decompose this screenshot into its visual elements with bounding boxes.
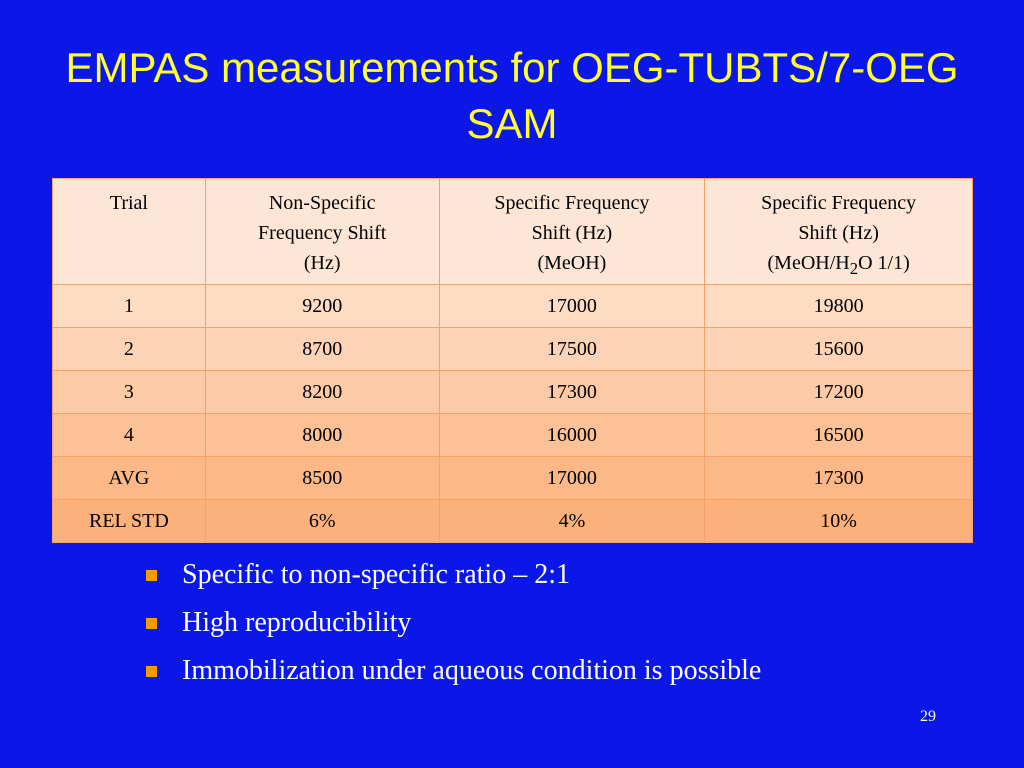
formula-after: O 1/1) [858,252,910,274]
cell-non-specific: 9200 [204,284,440,328]
cell-trial: REL STD [52,499,206,543]
header-line: (Hz) [303,252,341,274]
header-specific-shift-meoh-water: Specific Frequency Shift (Hz) (MeOH/H2O … [704,178,973,285]
cell-specific-meoh-water: 17300 [704,456,973,500]
table-row: 1 9200 17000 19800 [52,284,973,328]
table-row: 3 8200 17300 17200 [52,370,973,414]
bullet-text: Specific to non-specific ratio – 2:1 [182,559,570,590]
cell-non-specific: 8200 [204,370,440,414]
header-specific-shift-meoh: Specific Frequency Shift (Hz) (MeOH) [438,178,706,285]
header-line: (MeOH) [537,252,607,274]
cell-specific-meoh: 16000 [438,413,706,457]
square-bullet-icon [146,666,157,677]
cell-non-specific: 8500 [204,456,440,500]
header-line: Shift (Hz) [531,222,613,244]
header-line: Non-Specific [268,192,376,214]
header-line: Shift (Hz) [798,222,879,244]
square-bullet-icon [146,618,157,629]
cell-specific-meoh: 17500 [438,327,706,371]
bullet-item: Specific to non-specific ratio – 2:1 [146,555,761,603]
cell-specific-meoh: 4% [438,499,706,543]
header-line: Trial [109,192,148,214]
header-line-formula: (MeOH/H2O 1/1) [705,248,972,284]
table-row-average: AVG 8500 17000 17300 [52,456,973,500]
cell-specific-meoh-water: 15600 [704,327,973,371]
cell-non-specific: 8700 [204,327,440,371]
cell-non-specific: 6% [204,499,440,543]
header-line: Frequency Shift [258,222,387,244]
cell-trial: 1 [52,284,206,328]
cell-trial: AVG [52,456,206,500]
table-row: 2 8700 17500 15600 [52,327,973,371]
cell-specific-meoh-water: 17200 [704,370,973,414]
cell-specific-meoh-water: 19800 [704,284,973,328]
header-line: Specific Frequency [761,192,917,214]
bullet-item: High reproducibility [146,603,761,651]
cell-trial: 4 [52,413,206,457]
header-non-specific-shift: Non-Specific Frequency Shift (Hz) [204,178,440,285]
header-line: Specific Frequency [494,192,650,214]
table-row: 4 8000 16000 16500 [52,413,973,457]
cell-specific-meoh: 17300 [438,370,706,414]
page-number: 29 [920,708,936,725]
cell-specific-meoh-water: 10% [704,499,973,543]
bullet-text: High reproducibility [182,607,412,638]
bullet-item: Immobilization under aqueous condition i… [146,651,761,699]
square-bullet-icon [146,570,157,581]
cell-non-specific: 8000 [204,413,440,457]
bullet-text: Immobilization under aqueous condition i… [182,655,762,686]
table-row-rel-std: REL STD 6% 4% 10% [52,499,973,543]
cell-specific-meoh: 17000 [438,284,706,328]
formula-before: (MeOH/H [767,252,850,274]
cell-specific-meoh-water: 16500 [704,413,973,457]
table-header-row: Trial Non-Specific Frequency Shift (Hz) … [52,178,973,285]
cell-trial: 2 [52,327,206,371]
cell-specific-meoh: 17000 [438,456,706,500]
measurements-table: Trial Non-Specific Frequency Shift (Hz) … [52,178,973,543]
cell-trial: 3 [52,370,206,414]
bullet-list: Specific to non-specific ratio – 2:1 Hig… [146,555,761,699]
header-trial: Trial [52,178,206,285]
formula-subscript: 2 [849,259,859,278]
slide-title: EMPAS measurements for OEG-TUBTS/7-OEG S… [65,44,959,147]
